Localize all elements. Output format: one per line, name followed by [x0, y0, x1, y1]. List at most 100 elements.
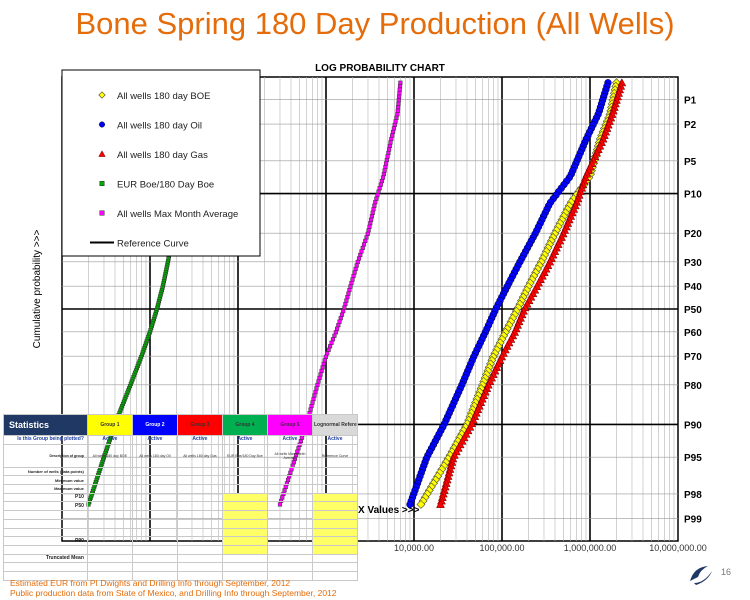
stats-cell	[176, 544, 223, 555]
x-axis-label: X Values >>>	[358, 505, 420, 516]
series-4-point	[396, 105, 401, 110]
stats-header-row: Statistics Group 1 Group 2 Group 3 Group 4 Gr…	[3, 414, 359, 436]
series-4-point	[322, 358, 327, 363]
series-4-point	[397, 91, 402, 96]
stats-row: P50	[3, 501, 359, 512]
stats-cell	[176, 562, 223, 572]
series-4-point	[311, 396, 316, 402]
series-4-point	[343, 302, 348, 307]
series-4-point	[378, 182, 383, 187]
stats-row-label: P50	[3, 501, 88, 512]
stats-row-label	[3, 527, 88, 538]
x-tick-label: 10,000,000.00	[649, 543, 707, 553]
series-4-point	[386, 150, 391, 156]
stats-cell	[221, 553, 268, 564]
stats-cell	[131, 466, 178, 477]
stats-cell	[176, 501, 223, 512]
series-4-point	[326, 347, 331, 352]
stats-cell	[311, 475, 359, 486]
legend-marker	[99, 121, 105, 128]
x-tick-label: 100,000.00	[479, 543, 524, 553]
series-4-point	[342, 305, 347, 310]
stats-cell	[176, 475, 223, 486]
stats-row-label: Truncated Mean	[3, 553, 88, 564]
stats-cell	[311, 553, 359, 564]
series-4-point	[321, 361, 326, 366]
stats-cell	[311, 562, 359, 572]
footnote-2: Public production data from State of Mex…	[10, 588, 337, 598]
stats-title: Statistics	[3, 414, 88, 436]
stats-cell	[311, 570, 359, 581]
series-4-point	[374, 196, 379, 201]
stats-cell	[311, 510, 359, 520]
series-4-point	[328, 344, 333, 349]
series-4-point	[397, 94, 402, 99]
series-1-point	[406, 500, 414, 509]
series-4-point	[382, 168, 387, 173]
y-tick-label: P1	[684, 95, 697, 106]
series-4-point	[315, 382, 320, 388]
stats-row: P90	[3, 536, 359, 546]
stats-group-header: Group 4	[221, 414, 268, 436]
series-4-point	[398, 80, 403, 85]
series-4-point	[365, 231, 370, 236]
stats-cell: Active	[131, 435, 178, 445]
legend-label: All wells Max Month Average	[117, 209, 238, 220]
y-tick-label: P2	[684, 120, 697, 131]
stats-cell	[86, 492, 133, 503]
log-probability-chart: P1 P2 P5 P10 P20 P30 P40 P50 P60 P70 P80 P90 P95 P98 P…	[32, 63, 707, 553]
stats-cell	[131, 501, 178, 512]
stats-row: Description of group All wells 180 day BO…	[3, 443, 359, 468]
stats-cell	[221, 544, 268, 555]
stats-group-header: Group 2	[131, 414, 178, 436]
x-tick-label: 10,000.00	[394, 543, 434, 553]
series-4-point	[393, 119, 398, 124]
series-4-point	[330, 337, 336, 342]
stats-cell	[131, 518, 178, 529]
series-4-point	[369, 217, 374, 222]
stats-cell	[86, 527, 133, 538]
stats-group-header: Group 3	[176, 414, 223, 436]
stats-row	[3, 570, 359, 581]
stats-cell: Active	[311, 435, 359, 445]
x-tick-label: 1,000,000.00	[564, 543, 617, 553]
series-4-point	[367, 224, 372, 229]
stats-cell	[86, 553, 133, 564]
stats-group-header: Group 5	[266, 414, 313, 436]
stats-cell	[176, 492, 223, 503]
series-4-point	[310, 400, 315, 405]
stats-row: Is this Group being plotted? Active Active…	[3, 435, 359, 445]
stats-cell	[266, 562, 313, 572]
stats-group-header: Lognormal Reference Curve	[311, 414, 359, 436]
series-4-point	[352, 270, 357, 275]
stats-cell: All wells 180 day BOE	[86, 443, 133, 468]
series-4-point	[336, 323, 341, 328]
statistics-table: Statistics Group 1 Group 2 Group 3 Group 4 Gr…	[3, 414, 359, 581]
series-4-point	[371, 207, 376, 212]
series-4-point	[359, 249, 364, 254]
stats-cell	[131, 484, 178, 494]
series-4-point	[383, 165, 388, 170]
series-4-point	[375, 193, 380, 198]
series-4-point	[325, 351, 330, 356]
stats-row-label	[3, 562, 88, 572]
y-tick-label: P5	[684, 157, 697, 168]
series-0-point	[416, 500, 426, 509]
series-4-point	[356, 256, 362, 261]
series-4-point	[361, 242, 367, 247]
y-tick-label: P30	[684, 258, 702, 269]
stats-cell	[311, 501, 359, 512]
legend-marker	[99, 210, 105, 216]
series-4-point	[316, 379, 321, 384]
stats-cell	[221, 466, 268, 477]
stats-cell	[221, 536, 268, 546]
series-4-point	[335, 326, 340, 331]
series-4-point	[370, 210, 375, 215]
series-4-point	[346, 291, 351, 296]
stats-cell	[86, 518, 133, 529]
company-logo-icon	[690, 566, 712, 585]
series-4-point	[397, 87, 402, 92]
stats-cell	[131, 475, 178, 486]
y-tick-label: P40	[684, 282, 702, 293]
stats-cell	[311, 492, 359, 503]
